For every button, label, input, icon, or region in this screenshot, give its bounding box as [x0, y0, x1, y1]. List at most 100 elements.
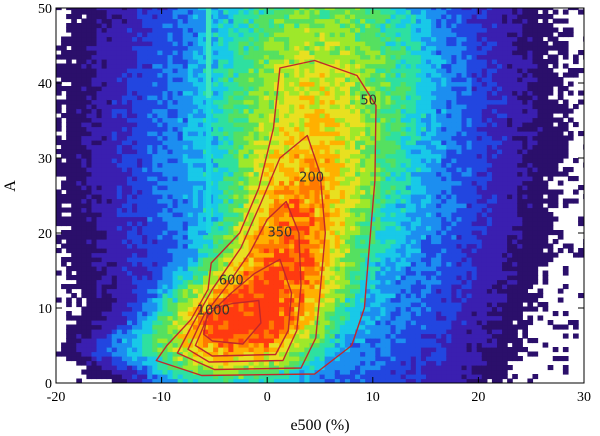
density-cell [279, 149, 285, 155]
density-cell [243, 113, 250, 119]
density-cell [167, 122, 174, 128]
density-cell [253, 221, 260, 227]
density-cell [319, 68, 326, 74]
density-cell [126, 126, 133, 132]
density-cell [177, 306, 184, 312]
density-cell [101, 86, 108, 92]
density-cell [157, 239, 164, 245]
density-cell [279, 288, 285, 294]
density-cell [238, 270, 245, 276]
density-cell [106, 144, 113, 150]
density-cell [329, 243, 336, 249]
density-cell [197, 248, 204, 254]
density-cell [258, 360, 265, 366]
density-cell [147, 8, 153, 11]
density-cell [162, 239, 169, 245]
density-cell [233, 45, 240, 51]
density-cell [324, 171, 331, 177]
density-cell [360, 72, 366, 78]
density-cell [111, 36, 118, 42]
density-cell [289, 149, 295, 155]
density-cell [126, 293, 133, 299]
density-cell [319, 162, 326, 168]
density-cell [152, 122, 158, 128]
density-cell [76, 320, 82, 326]
density-cell [284, 225, 290, 231]
density-cell [197, 158, 204, 164]
density-cell [197, 270, 204, 276]
density-cell [132, 329, 138, 335]
density-cell [344, 311, 351, 317]
density-cell [284, 54, 290, 60]
density-cell [309, 257, 316, 263]
density-cell [86, 81, 93, 87]
density-cell [360, 68, 366, 74]
density-cell [121, 275, 128, 281]
density-cell [299, 194, 305, 200]
density-cell [268, 167, 275, 173]
density-cell [233, 140, 240, 146]
density-cell [162, 248, 169, 254]
density-cell [157, 23, 164, 29]
density-cell [111, 266, 118, 272]
density-cell [192, 140, 199, 146]
density-cell [309, 158, 316, 164]
density-cell [66, 198, 72, 204]
density-cell [309, 360, 316, 366]
density-cell [137, 45, 143, 51]
density-cell [157, 216, 164, 222]
density-cell [324, 329, 331, 335]
density-cell [121, 320, 128, 326]
density-cell [344, 158, 351, 164]
density-cell [233, 266, 240, 272]
density-cell [218, 315, 224, 321]
density-cell [360, 342, 366, 348]
density-cell [182, 306, 189, 312]
density-cell [96, 27, 103, 33]
density-cell [126, 360, 133, 366]
density-cell [223, 122, 229, 128]
density-cell [324, 180, 331, 186]
density-cell [268, 54, 275, 60]
density-cell [86, 311, 93, 317]
density-cell [294, 302, 300, 308]
density-cell [355, 252, 361, 258]
density-cell [238, 14, 245, 20]
density-cell [66, 347, 72, 353]
density-cell [137, 338, 143, 344]
density-cell [172, 104, 179, 110]
density-cell [258, 284, 265, 290]
density-cell [187, 284, 194, 290]
density-cell [157, 72, 164, 78]
density-cell [279, 41, 285, 47]
density-cell [365, 342, 371, 348]
density-cell [360, 185, 366, 191]
density-cell [86, 8, 93, 11]
density-cell [355, 8, 361, 11]
density-cell [61, 77, 67, 83]
density-cell [177, 81, 184, 87]
density-cell [360, 162, 366, 168]
density-cell [324, 113, 331, 119]
density-cell [126, 162, 133, 168]
density-cell [218, 126, 224, 132]
density-cell [304, 203, 311, 209]
density-cell [218, 243, 224, 249]
density-cell [309, 95, 316, 101]
density-cell [111, 41, 118, 47]
density-cell [111, 18, 118, 24]
density-cell [177, 360, 184, 366]
density-cell [213, 369, 219, 375]
density-cell [314, 288, 321, 294]
density-cell [96, 99, 103, 105]
density-cell [289, 243, 295, 249]
density-cell [126, 266, 133, 272]
density-cell [116, 59, 123, 65]
density-cell [91, 149, 98, 155]
density-cell [268, 27, 275, 33]
density-cell [294, 171, 300, 177]
density-cell [233, 248, 240, 254]
density-cell [284, 45, 290, 51]
density-cell [339, 212, 346, 218]
density-cell [314, 338, 321, 344]
